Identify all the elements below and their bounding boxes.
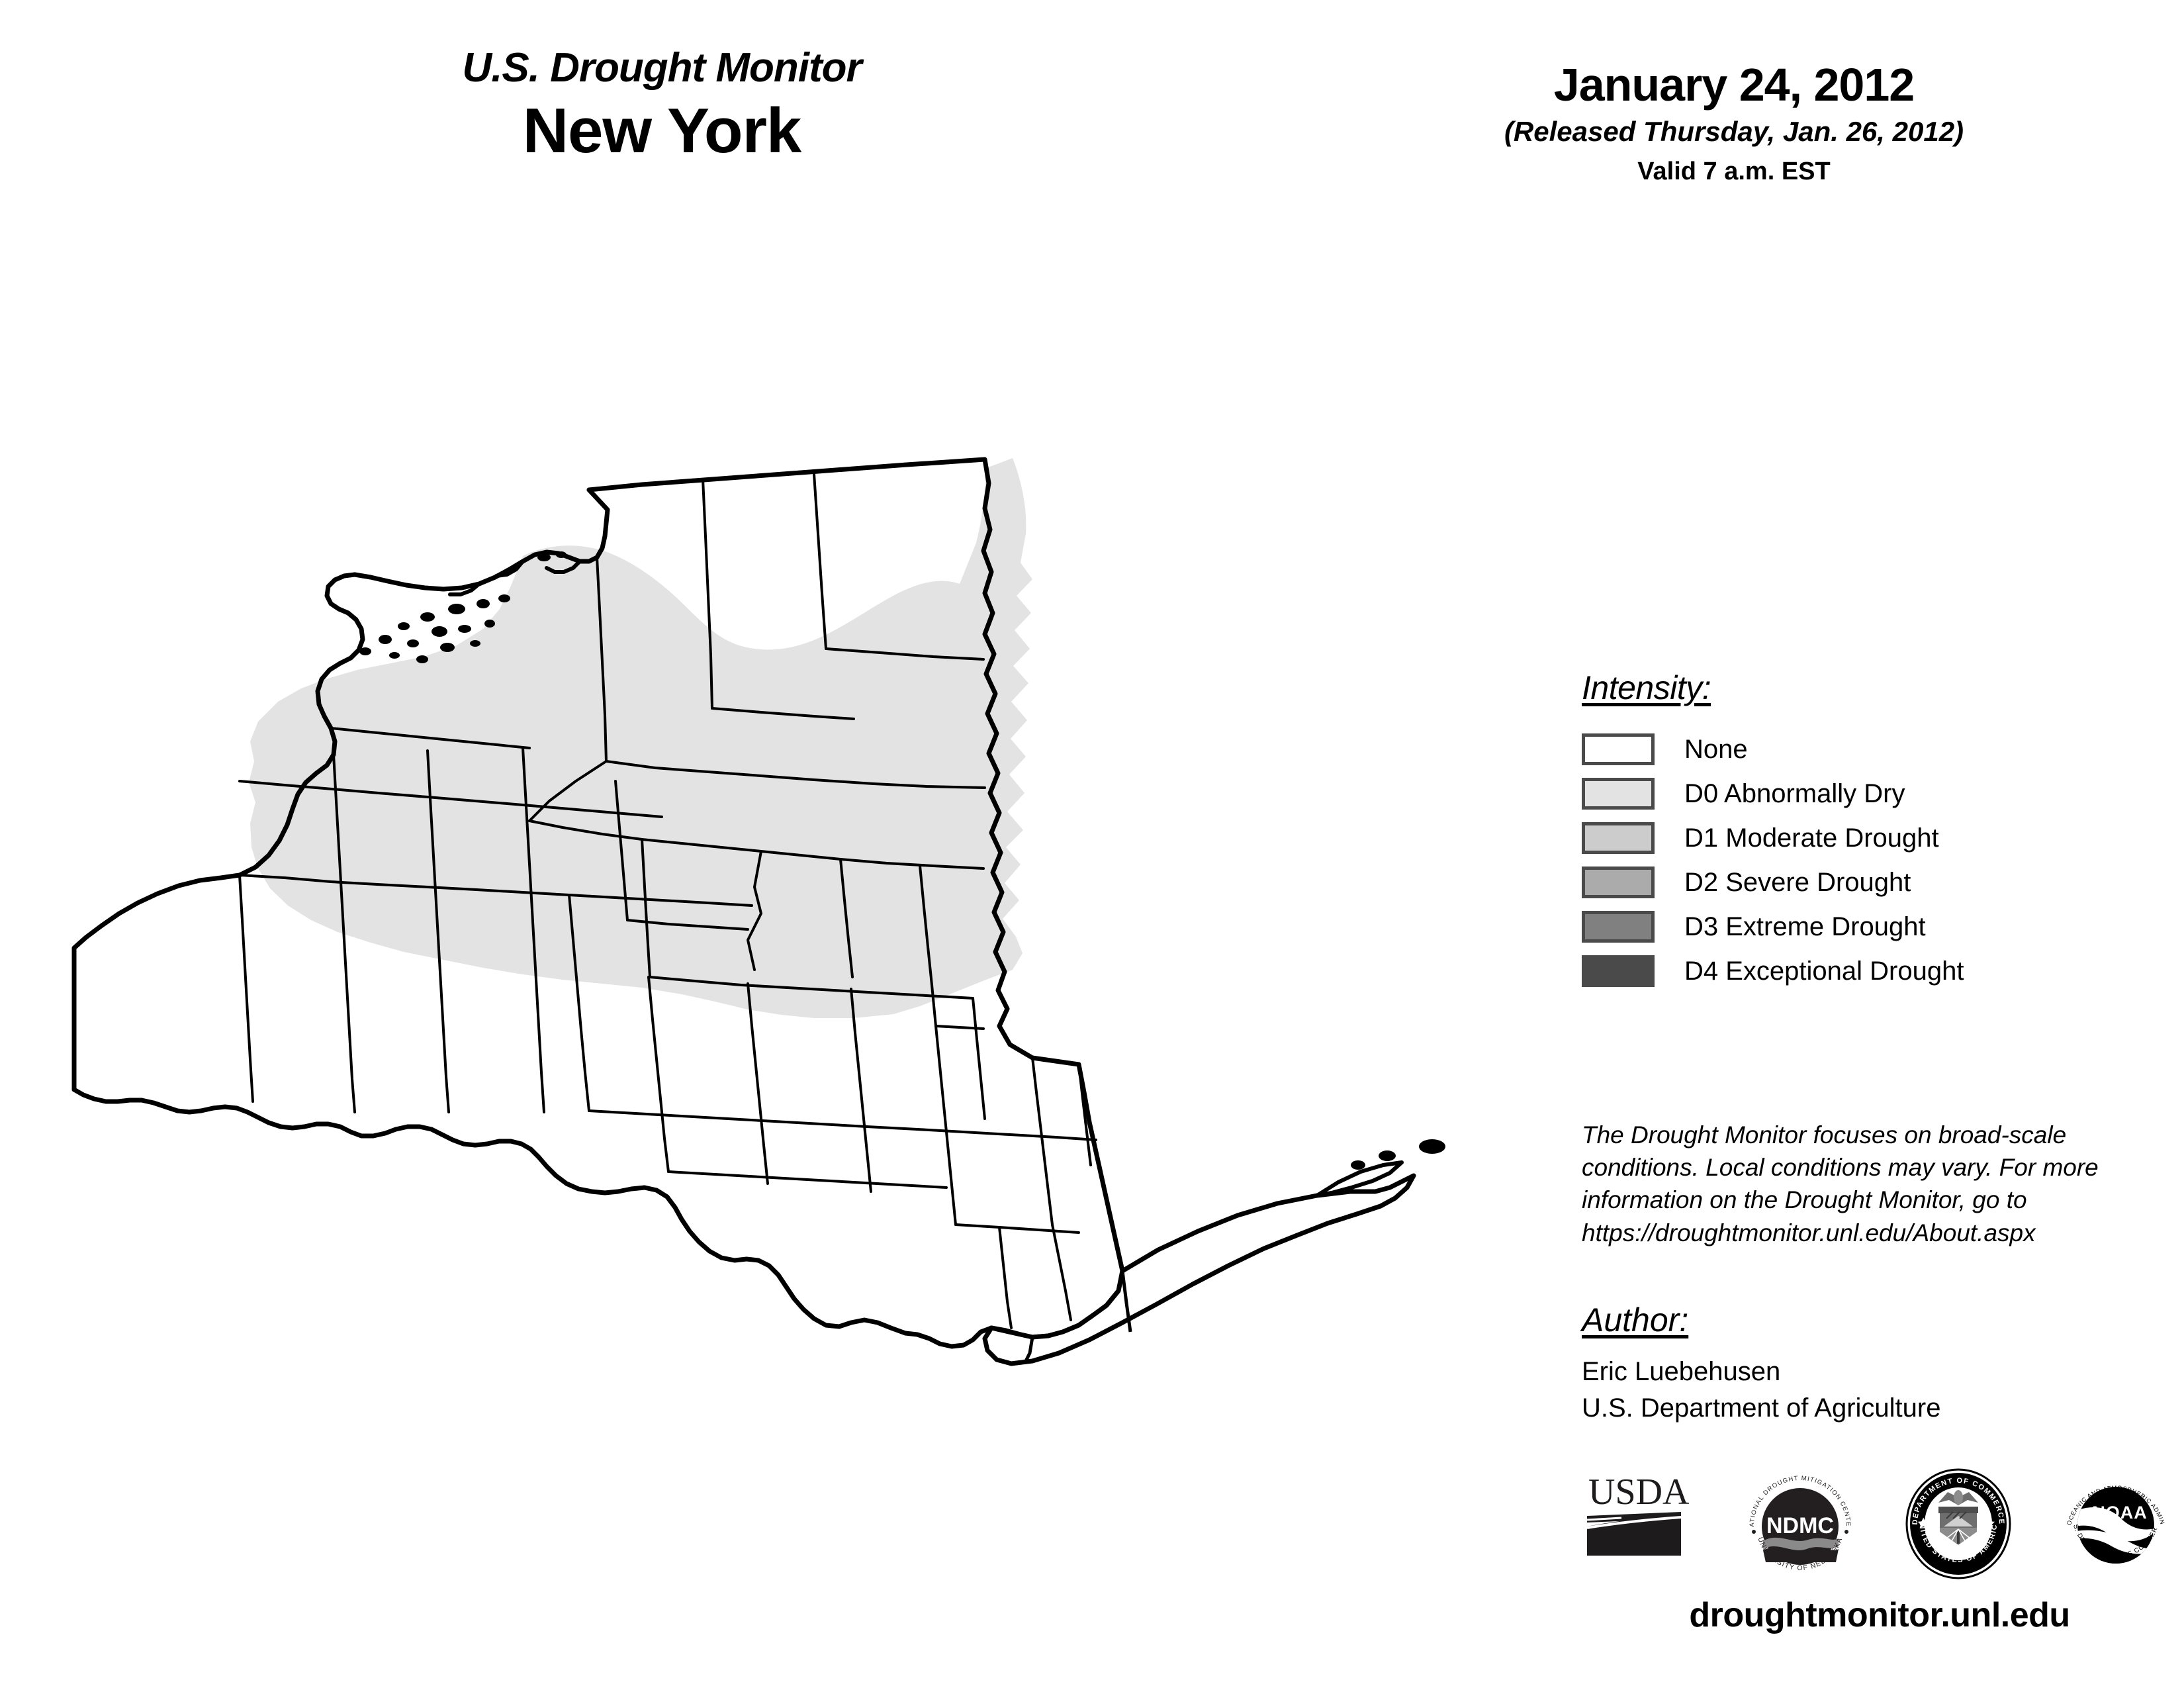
legend-item-d2[interactable]: D2 Severe Drought bbox=[1582, 860, 2164, 904]
legend-item-d1[interactable]: D1 Moderate Drought bbox=[1582, 816, 2164, 860]
svg-text:NOAA: NOAA bbox=[2092, 1503, 2148, 1523]
legend-item-none[interactable]: None bbox=[1582, 727, 2164, 771]
region-title: New York bbox=[522, 95, 802, 167]
legend-item-d0[interactable]: D0 Abnormally Dry bbox=[1582, 771, 2164, 816]
author-name: Eric Luebehusen bbox=[1582, 1357, 1781, 1386]
program-title: U.S. Drought Monitor bbox=[462, 45, 862, 91]
usda-logo[interactable]: USDA bbox=[1582, 1463, 1704, 1582]
thousand-islands bbox=[359, 551, 567, 663]
doc-logo[interactable]: DEPARTMENT OF COMMERCE UNITED STATES OF … bbox=[1897, 1463, 2020, 1582]
legend-heading: Intensity: bbox=[1582, 669, 1711, 706]
noaa-logo[interactable]: NOAA NATIONAL OCEANIC AND ATMOSPHERIC AD… bbox=[2055, 1463, 2177, 1582]
valid-date: January 24, 2012 bbox=[1553, 59, 1915, 111]
author-affiliation: U.S. Department of Agriculture bbox=[1582, 1393, 1941, 1423]
legend-label-d0: D0 Abnormally Dry bbox=[1684, 778, 1905, 808]
disclaimer-text: The Drought Monitor focuses on broad-sca… bbox=[1582, 1121, 2099, 1246]
legend-label-none: None bbox=[1684, 734, 1748, 764]
legend-label-d1: D1 Moderate Drought bbox=[1684, 823, 1939, 853]
long-island bbox=[982, 1139, 1445, 1366]
legend-swatch-d2 bbox=[1582, 866, 1655, 898]
legend-swatch-d3 bbox=[1582, 910, 1655, 943]
legend-item-d3[interactable]: D3 Extreme Drought bbox=[1582, 904, 2164, 949]
header-date-block: January 24, 2012 (Released Thursday, Jan… bbox=[1410, 60, 2058, 189]
legend-item-d4[interactable]: D4 Exceptional Drought bbox=[1582, 949, 2164, 993]
author-panel: Author: Eric Luebehusen U.S. Department … bbox=[1582, 1301, 2171, 1427]
svg-text:NDMC: NDMC bbox=[1766, 1513, 1834, 1538]
author-heading: Author: bbox=[1582, 1301, 1689, 1338]
footer-url[interactable]: droughtmonitor.unl.edu bbox=[1689, 1596, 2070, 1634]
legend-swatch-d4 bbox=[1582, 955, 1655, 987]
legend-swatch-d1 bbox=[1582, 821, 1655, 854]
legend-panel: Intensity: None D0 Abnormally Dry D1 Mod… bbox=[1582, 669, 2164, 993]
header-title-block: U.S. Drought Monitor New York bbox=[344, 46, 979, 167]
valid-time: Valid 7 a.m. EST bbox=[1637, 157, 1831, 185]
legend-label-d3: D3 Extreme Drought bbox=[1684, 912, 1926, 941]
ndmc-logo[interactable]: NDMC NATIONAL DROUGHT MITIGATION CENTER … bbox=[1739, 1463, 1862, 1582]
legend-label-d2: D2 Severe Drought bbox=[1684, 867, 1911, 897]
d0-abnormally-dry-region bbox=[249, 458, 1032, 1018]
legend-label-d4: D4 Exceptional Drought bbox=[1684, 956, 1964, 986]
agency-logo-row: USDA NDMC NATIONAL DROUGHT MITIGATION CE… bbox=[1582, 1463, 2177, 1582]
release-date: (Released Thursday, Jan. 26, 2012) bbox=[1504, 116, 1964, 147]
legend-swatch-none bbox=[1582, 733, 1655, 765]
county-boundaries bbox=[238, 473, 1097, 1329]
svg-text:USDA: USDA bbox=[1588, 1472, 1690, 1513]
new-york-state-map[interactable] bbox=[60, 410, 1502, 1536]
drought-map[interactable] bbox=[60, 410, 1502, 1536]
legend-swatch-d0 bbox=[1582, 777, 1655, 810]
